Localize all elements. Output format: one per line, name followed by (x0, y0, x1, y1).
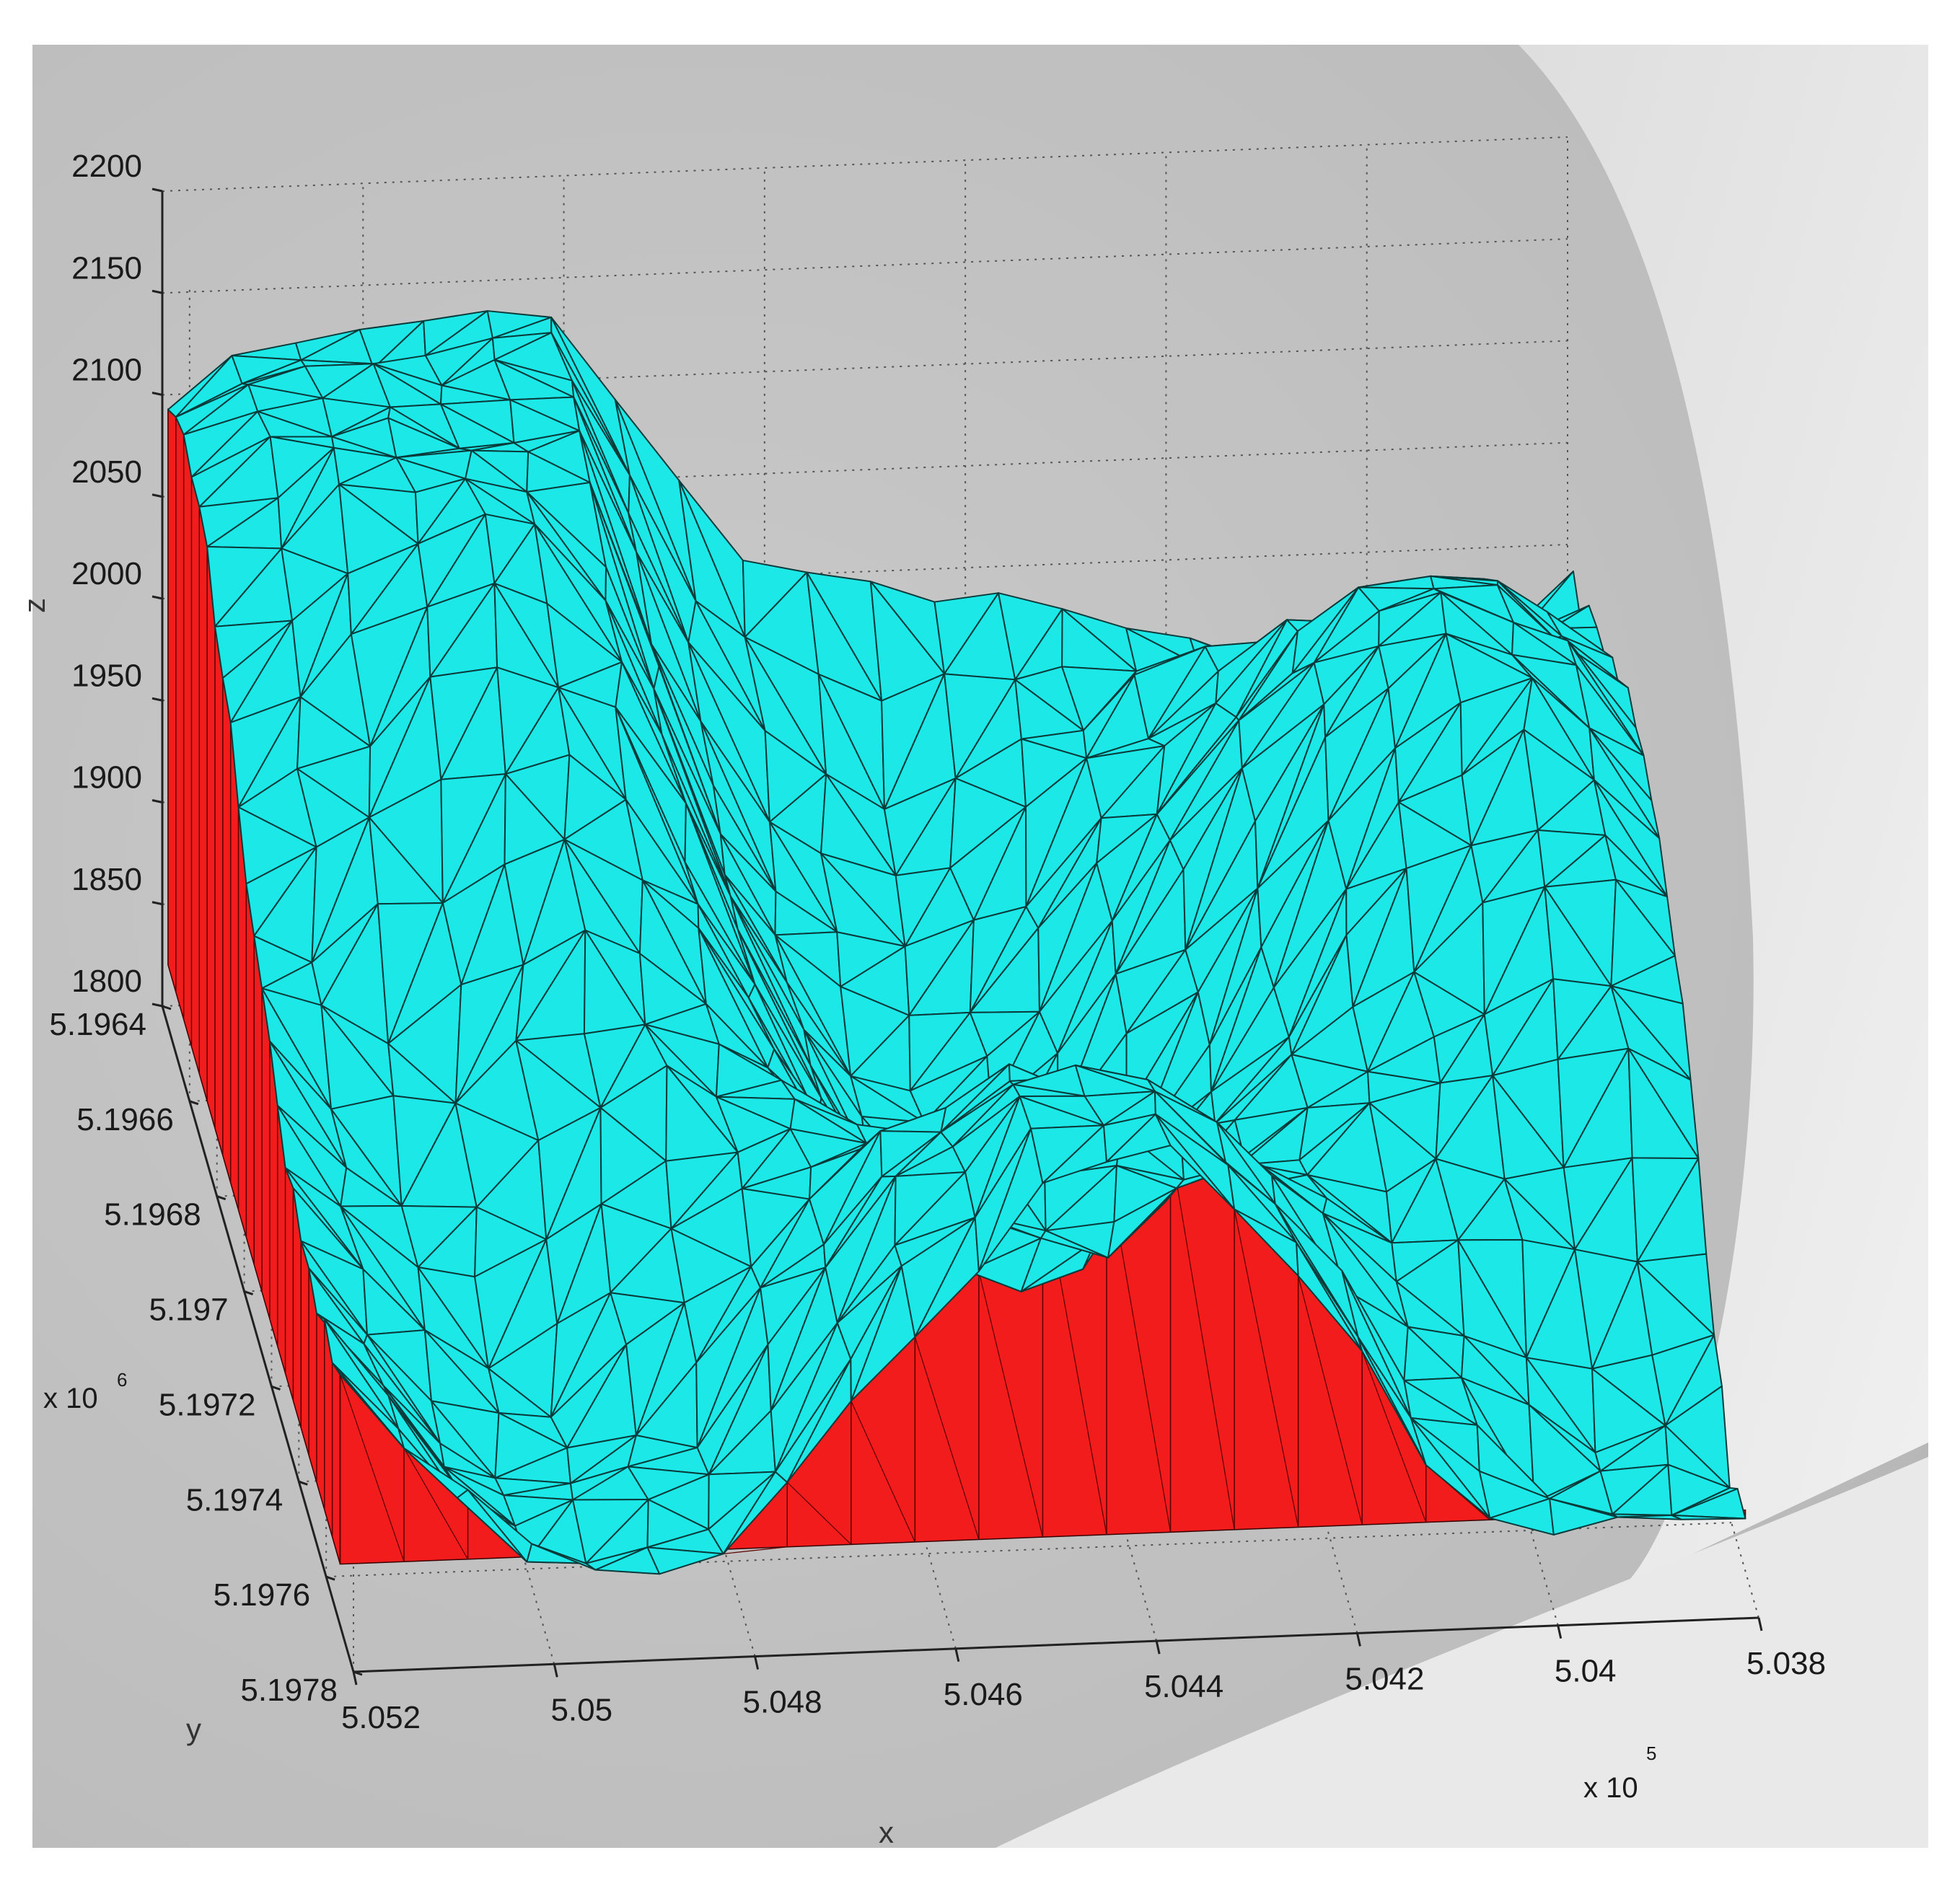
y-axis-label: y (186, 1712, 201, 1746)
surface-facet (1671, 1514, 1746, 1520)
surface-facet (1357, 1336, 1427, 1466)
y-tick (271, 1386, 281, 1391)
y-axis-multiplier: x 10 (43, 1383, 98, 1414)
surface-facet (646, 1546, 724, 1575)
y-tick (298, 1480, 308, 1486)
z-tick (151, 595, 163, 600)
y-tick-label: 5.1968 (104, 1197, 201, 1233)
y-tick-label: 5.1964 (49, 1007, 146, 1042)
z-tick (151, 188, 163, 193)
x-tick-label: 5.038 (1746, 1646, 1826, 1681)
y-axis-line (161, 1005, 355, 1673)
z-tick-label: 1800 (71, 964, 142, 999)
z-tick (151, 392, 163, 396)
x-tick-label: 5.048 (743, 1685, 822, 1720)
z-tick-label: 2050 (71, 454, 142, 490)
side-edge (339, 1374, 405, 1562)
surface-facet (1154, 1113, 1236, 1210)
x-tick (954, 1648, 960, 1662)
background-light-region-bottom (996, 1457, 1928, 1848)
surface-facet (1410, 1417, 1491, 1519)
x-tick-label: 5.04 (1555, 1654, 1617, 1689)
side-edge (1169, 1145, 1235, 1530)
side-edge (1298, 1275, 1363, 1525)
y-tick (162, 1005, 172, 1010)
side-edge (851, 1401, 915, 1543)
x-tick-label: 5.05 (550, 1692, 612, 1727)
side-edge (1361, 1351, 1427, 1523)
z-tick (151, 289, 163, 294)
z-tick-label: 2150 (71, 250, 142, 286)
x-tick (352, 1671, 358, 1686)
y-tick-label: 5.197 (149, 1292, 228, 1328)
y-tick-label: 5.1972 (159, 1387, 256, 1422)
tick-labels: 2200 2150 2100 2050 2000 1950 1900 1850 1800 5.19… (49, 149, 1826, 1735)
tick-marks (151, 188, 1763, 1686)
z-tick (151, 901, 163, 906)
x-axis-label: x (879, 1815, 894, 1849)
z-tick (151, 1003, 163, 1008)
z-tick-label: 2000 (71, 556, 142, 591)
side-edge (786, 1481, 852, 1545)
y-tick-label: 5.1976 (214, 1577, 311, 1613)
terrain-surface (167, 310, 1746, 1575)
y-tick (353, 1670, 363, 1676)
y-tick-label: 5.1966 (76, 1102, 174, 1137)
y-tick (216, 1195, 227, 1201)
z-tick-label: 1850 (71, 862, 142, 897)
y-tick-label: 5.1978 (240, 1673, 338, 1708)
x-axis-exponent: 5 (1646, 1743, 1656, 1764)
x-axis-line (353, 1616, 1759, 1673)
z-tick (151, 697, 163, 702)
surface-facet (1296, 1241, 1363, 1352)
z-tick (151, 799, 163, 803)
z-tick (151, 493, 163, 498)
x-tick (1155, 1640, 1161, 1655)
x-tick (553, 1663, 558, 1678)
surface-facet (1549, 1497, 1619, 1536)
x-tick (1557, 1625, 1563, 1639)
background-light-region-right (1519, 45, 1928, 1587)
x-tick (1757, 1617, 1763, 1631)
side-edge (723, 1546, 788, 1554)
x-tick-label: 5.046 (944, 1677, 1023, 1712)
side-edge (978, 1271, 1044, 1538)
y-tick (244, 1290, 254, 1295)
x-tick-label: 5.044 (1144, 1669, 1223, 1704)
x-tick (1355, 1633, 1361, 1647)
x-tick-label: 5.052 (341, 1700, 421, 1735)
z-tick-label: 2200 (71, 149, 142, 184)
side-edge (403, 1448, 469, 1560)
x-tick-label: 5.042 (1345, 1661, 1424, 1696)
z-tick-label: 2100 (71, 353, 142, 388)
side-edge (914, 1336, 980, 1540)
y-axis-exponent: 6 (117, 1369, 127, 1391)
x-axis-multiplier: x 10 (1583, 1772, 1638, 1804)
x-tick (754, 1656, 760, 1670)
side-edge (1234, 1209, 1299, 1528)
z-tick-label: 1950 (71, 658, 142, 693)
surface-facet (331, 1362, 405, 1449)
y-tick-label: 5.1974 (186, 1482, 284, 1517)
z-axis-label: z (17, 598, 51, 613)
y-tick (189, 1100, 199, 1106)
y-tick (325, 1575, 335, 1581)
z-tick-label: 1900 (71, 760, 142, 796)
